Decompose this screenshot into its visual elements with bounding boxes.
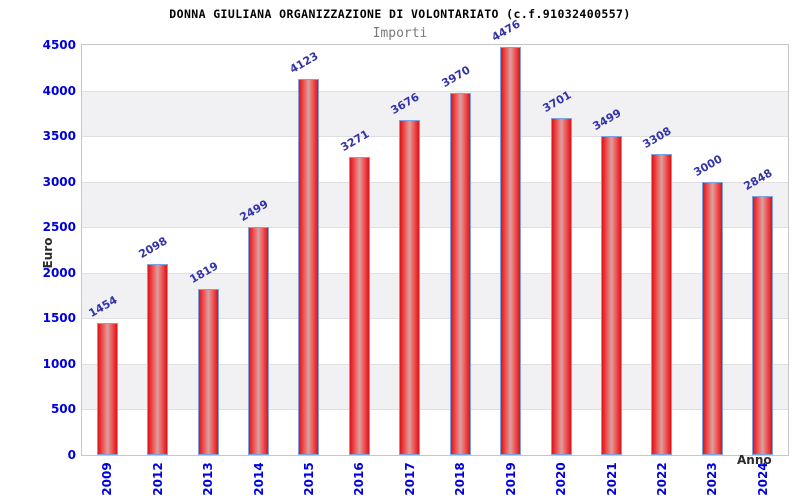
bar-2021 xyxy=(601,136,622,455)
x-tick-label: 2020 xyxy=(554,462,569,496)
bar-2019 xyxy=(500,47,522,455)
x-tick-label: 2022 xyxy=(654,462,669,496)
gridline xyxy=(82,227,788,229)
bar-2018 xyxy=(449,93,471,455)
x-tick-label: 2012 xyxy=(150,462,165,496)
bar-2012 xyxy=(147,263,169,455)
x-tick-label: 2017 xyxy=(402,462,417,496)
y-tick-label: 2500 xyxy=(42,220,76,235)
plot-band xyxy=(82,136,788,182)
bar-2020 xyxy=(550,117,572,455)
y-tick-label: 1500 xyxy=(42,311,76,326)
plot-band xyxy=(82,409,788,455)
plot-band xyxy=(82,272,788,319)
gridline xyxy=(82,318,788,320)
x-tick-label: 2015 xyxy=(301,462,316,496)
plot-band xyxy=(82,90,788,137)
bar-2009 xyxy=(96,322,118,455)
x-tick-label: 2009 xyxy=(100,462,115,496)
x-tick-label: 2021 xyxy=(604,462,619,496)
y-tick-label: 0 xyxy=(67,448,76,462)
bar-2016 xyxy=(348,156,370,455)
plot-band xyxy=(82,181,788,228)
y-tick-label: 500 xyxy=(50,402,76,417)
gridline xyxy=(82,363,788,365)
x-axis-title: Anno xyxy=(737,453,772,467)
bar-2017 xyxy=(399,120,421,455)
plot-area xyxy=(81,44,789,456)
y-tick-label: 3000 xyxy=(42,174,76,189)
y-tick-label: 3500 xyxy=(42,129,76,144)
plot-band xyxy=(82,45,788,91)
chart-title: DONNA GIULIANA ORGANIZZAZIONE DI VOLONTA… xyxy=(169,7,631,21)
x-tick-label: 2018 xyxy=(453,462,468,496)
x-tick-label: 2013 xyxy=(201,462,216,496)
gridline xyxy=(82,181,788,183)
gridline xyxy=(82,272,788,274)
bar-2022 xyxy=(651,153,673,455)
bar-2024 xyxy=(752,195,774,455)
gridline xyxy=(82,136,788,138)
y-tick-label: 4500 xyxy=(42,38,76,52)
y-tick-label: 2000 xyxy=(42,265,76,280)
bar-2014 xyxy=(248,227,269,455)
bar-2015 xyxy=(298,79,320,455)
gridline xyxy=(82,90,788,92)
plot-band xyxy=(82,363,788,410)
x-tick-label: 2016 xyxy=(352,462,367,496)
chart-subtitle: Importi xyxy=(372,26,428,41)
plot-band xyxy=(82,318,788,364)
x-tick-label: 2014 xyxy=(251,462,266,496)
y-tick-label: 4000 xyxy=(42,83,76,98)
x-tick-label: 2023 xyxy=(705,462,720,496)
gridline xyxy=(82,409,788,411)
bar-2013 xyxy=(197,289,219,455)
x-tick-label: 2019 xyxy=(503,462,518,496)
bar-2023 xyxy=(701,181,723,455)
y-tick-label: 1000 xyxy=(42,356,76,371)
plot-band xyxy=(82,227,788,273)
